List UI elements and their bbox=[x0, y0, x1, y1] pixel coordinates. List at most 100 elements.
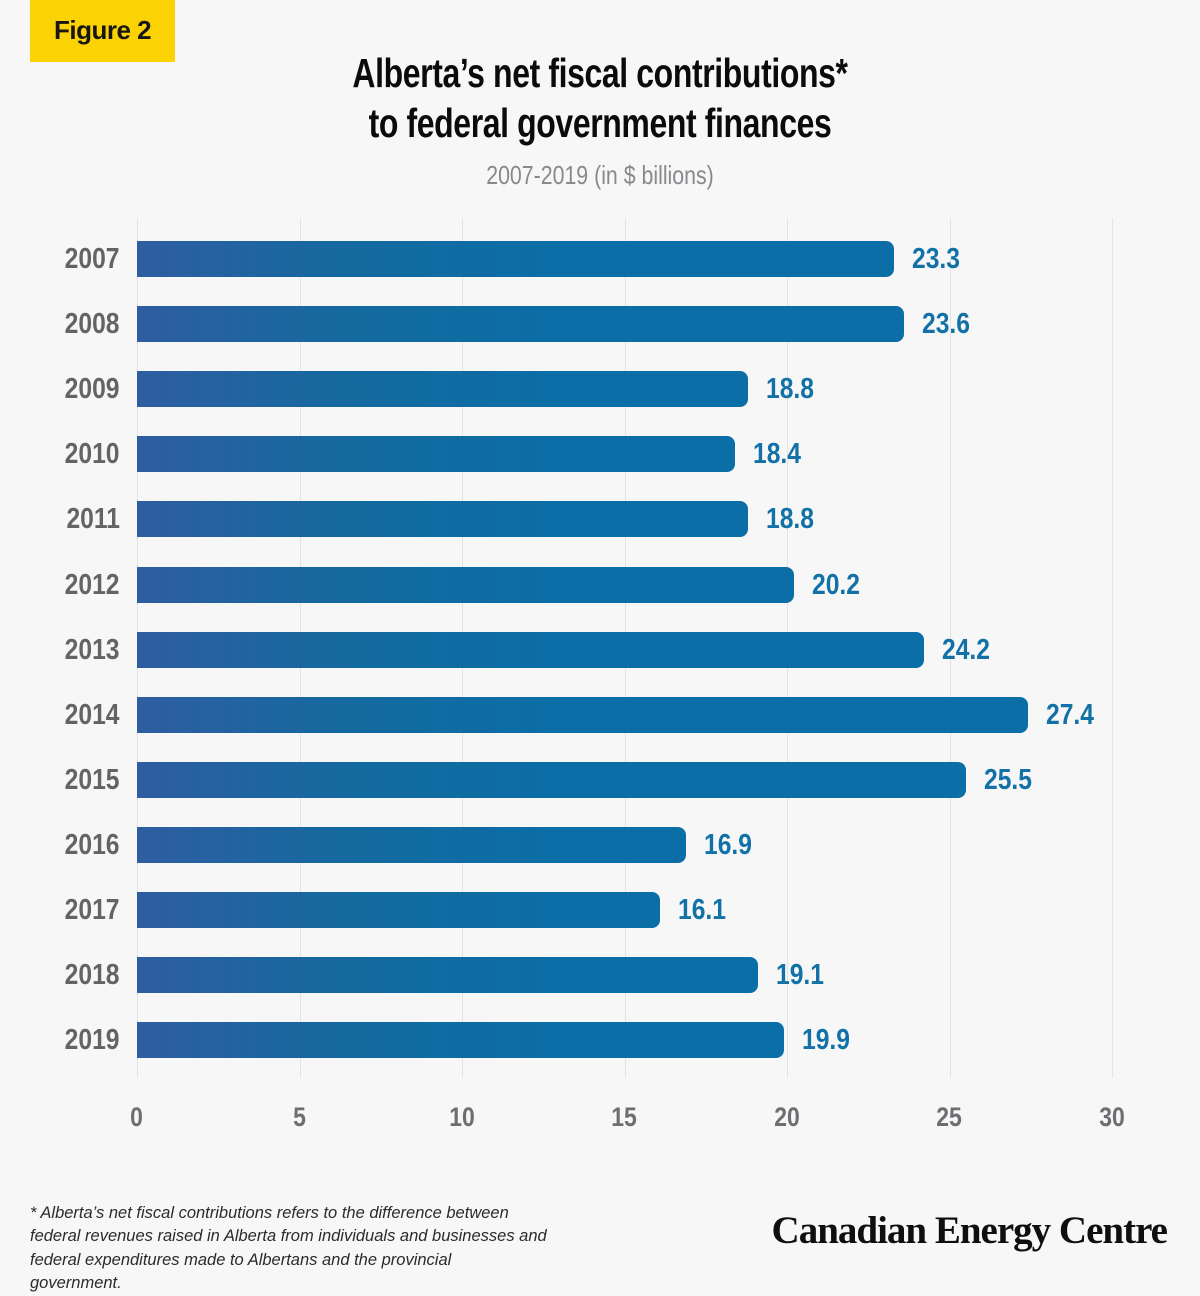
bar-row-2017: 2017 16.1 bbox=[0, 892, 1200, 928]
value-label-2012: 20.2 bbox=[812, 567, 868, 603]
bar-row-2016: 2016 16.9 bbox=[0, 826, 1200, 863]
x-tick-label-20: 20 bbox=[747, 1102, 827, 1133]
year-label-2016: 2016 bbox=[0, 827, 120, 863]
value-label-text: 18.8 bbox=[766, 503, 814, 536]
bar-row-2012: 2012 20.2 bbox=[0, 566, 1200, 603]
year-label-text: 2012 bbox=[65, 568, 120, 601]
value-label-2014: 27.4 bbox=[1046, 697, 1102, 733]
year-label-2019: 2019 bbox=[0, 1022, 120, 1058]
bar-2019 bbox=[137, 1022, 784, 1059]
value-label-text: 23.3 bbox=[912, 243, 961, 275]
x-tick-text: 30 bbox=[1099, 1102, 1125, 1132]
bar-row-2015: 2015 25.5 bbox=[0, 761, 1200, 798]
x-tick-text: 0 bbox=[130, 1102, 144, 1132]
bar-row-2014: 2014 27.4 bbox=[0, 696, 1200, 733]
year-label-2014: 2014 bbox=[0, 697, 120, 733]
year-label-text: 2011 bbox=[66, 503, 120, 536]
gridline-30 bbox=[1112, 218, 1113, 1078]
value-label-2009: 18.8 bbox=[766, 371, 822, 407]
x-tick-label-25: 25 bbox=[910, 1102, 990, 1133]
year-label-2013: 2013 bbox=[0, 632, 120, 668]
bar-2018 bbox=[137, 957, 758, 994]
year-label-2009: 2009 bbox=[0, 371, 120, 407]
value-label-2013: 24.2 bbox=[942, 632, 998, 668]
value-label-text: 23.6 bbox=[922, 308, 970, 341]
year-label-text: 2018 bbox=[65, 959, 120, 992]
gridline-25 bbox=[949, 218, 951, 1078]
bar-2012 bbox=[137, 566, 794, 603]
value-label-2008: 23.6 bbox=[922, 306, 978, 342]
chart-title: Alberta’s net fiscal contributions* to f… bbox=[132, 48, 1068, 148]
year-label-2018: 2018 bbox=[0, 957, 120, 993]
x-tick-text: 10 bbox=[449, 1102, 475, 1132]
x-tick-label-0: 0 bbox=[97, 1102, 177, 1133]
bar-2009 bbox=[137, 371, 748, 408]
year-label-2008: 2008 bbox=[0, 306, 120, 342]
value-label-2017: 16.1 bbox=[678, 892, 734, 928]
bar-row-2013: 2013 24.2 bbox=[0, 631, 1200, 668]
bar-row-2018: 2018 19.1 bbox=[0, 957, 1200, 994]
x-tick-text: 15 bbox=[611, 1102, 638, 1132]
bar-2008 bbox=[137, 306, 904, 343]
x-tick-text: 25 bbox=[936, 1102, 963, 1132]
value-label-text: 18.8 bbox=[766, 373, 814, 406]
value-label-text: 25.5 bbox=[983, 763, 1032, 796]
bar-row-2011: 2011 18.8 bbox=[0, 501, 1200, 538]
bar-2015 bbox=[137, 761, 966, 798]
x-tick-label-10: 10 bbox=[422, 1102, 502, 1133]
year-label-text: 2019 bbox=[65, 1024, 120, 1057]
year-label-text: 2015 bbox=[65, 763, 120, 796]
year-label-text: 2007 bbox=[65, 243, 120, 275]
year-label-text: 2013 bbox=[65, 633, 120, 666]
value-label-text: 16.9 bbox=[704, 828, 753, 861]
value-label-2015: 25.5 bbox=[984, 762, 1040, 798]
bar-chart: 2007 23.3 2008 23.6 2009 18.8 2010 18.4 2011 18.8… bbox=[0, 218, 1200, 1168]
value-label-2007: 23.3 bbox=[912, 241, 968, 277]
bar-row-2019: 2019 19.9 bbox=[0, 1022, 1200, 1059]
year-label-text: 2008 bbox=[65, 308, 120, 341]
value-label-text: 20.2 bbox=[811, 568, 860, 601]
bar-row-2007: 2007 23.3 bbox=[0, 241, 1200, 277]
year-label-2011: 2011 bbox=[0, 501, 120, 537]
canadian-energy-centre-logo: Canadian Energy Centre bbox=[771, 1209, 1168, 1252]
value-label-2016: 16.9 bbox=[704, 827, 760, 863]
bar-2007 bbox=[137, 241, 895, 277]
bar-row-2009: 2009 18.8 bbox=[0, 371, 1200, 408]
bar-2011 bbox=[137, 501, 748, 538]
bar-row-2010: 2010 18.4 bbox=[0, 436, 1200, 473]
year-label-text: 2014 bbox=[65, 698, 120, 731]
bar-2014 bbox=[137, 696, 1028, 733]
x-tick-label-15: 15 bbox=[585, 1102, 665, 1133]
value-label-2018: 19.1 bbox=[776, 957, 832, 993]
year-label-text: 2016 bbox=[65, 828, 120, 861]
value-label-2010: 18.4 bbox=[753, 436, 809, 472]
bar-2010 bbox=[137, 436, 735, 473]
year-label-2012: 2012 bbox=[0, 567, 120, 603]
year-label-2010: 2010 bbox=[0, 436, 120, 472]
year-label-2015: 2015 bbox=[0, 762, 120, 798]
year-label-text: 2009 bbox=[65, 373, 120, 406]
x-tick-label-5: 5 bbox=[260, 1102, 340, 1133]
x-tick-text: 20 bbox=[774, 1102, 800, 1132]
value-label-2011: 18.8 bbox=[766, 501, 822, 537]
value-label-2019: 19.9 bbox=[802, 1022, 858, 1058]
bar-row-2008: 2008 23.6 bbox=[0, 306, 1200, 343]
x-tick-label-30: 30 bbox=[1072, 1102, 1152, 1133]
value-label-text: 19.9 bbox=[801, 1024, 850, 1057]
year-label-2007: 2007 bbox=[0, 241, 120, 277]
bar-2016 bbox=[137, 826, 687, 863]
value-label-text: 24.2 bbox=[941, 633, 990, 666]
year-label-text: 2017 bbox=[65, 894, 120, 926]
chart-title-line1: Alberta’s net fiscal contributions* bbox=[352, 50, 848, 96]
bar-2013 bbox=[137, 631, 924, 668]
footnote: * Alberta’s net fiscal contributions ref… bbox=[30, 1204, 547, 1293]
chart-title-line2: to federal government finances bbox=[368, 100, 832, 146]
x-tick-text: 5 bbox=[293, 1102, 306, 1132]
bar-2017 bbox=[137, 892, 661, 928]
value-label-text: 18.4 bbox=[753, 438, 801, 471]
value-label-text: 19.1 bbox=[775, 959, 824, 992]
figure-badge-label: Figure 2 bbox=[54, 15, 152, 45]
figure-badge: Figure 2 bbox=[30, 0, 176, 62]
value-label-text: 27.4 bbox=[1045, 698, 1094, 731]
year-label-2017: 2017 bbox=[0, 892, 120, 928]
